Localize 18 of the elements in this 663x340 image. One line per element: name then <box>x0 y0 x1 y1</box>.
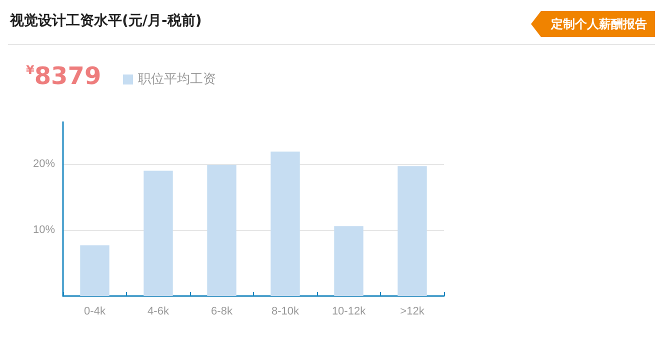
legend-label: 职位平均工资 <box>138 72 216 87</box>
x-tick-label: 6-8k <box>211 306 233 318</box>
bar <box>334 226 364 296</box>
bar <box>144 170 173 296</box>
bar <box>398 166 427 296</box>
x-tick-label: 4-6k <box>148 306 170 318</box>
x-tick-label: 10-12k <box>332 306 366 318</box>
chart-title: 视觉设计工资水平(元/月-税前) <box>10 12 202 30</box>
x-tick-label: 8-10k <box>271 306 300 318</box>
text: 定制个人薪酬报告 <box>531 11 655 37</box>
y-tick-label: 10% <box>32 224 56 236</box>
x-tick-label: >12k <box>400 306 425 318</box>
text: $^{¥}$8379 <box>26 62 102 90</box>
bar <box>270 152 300 296</box>
bar <box>207 164 236 296</box>
y-tick-label: 20% <box>32 158 56 170</box>
x-tick-label: 0-4k <box>84 306 106 318</box>
bar <box>80 245 110 296</box>
